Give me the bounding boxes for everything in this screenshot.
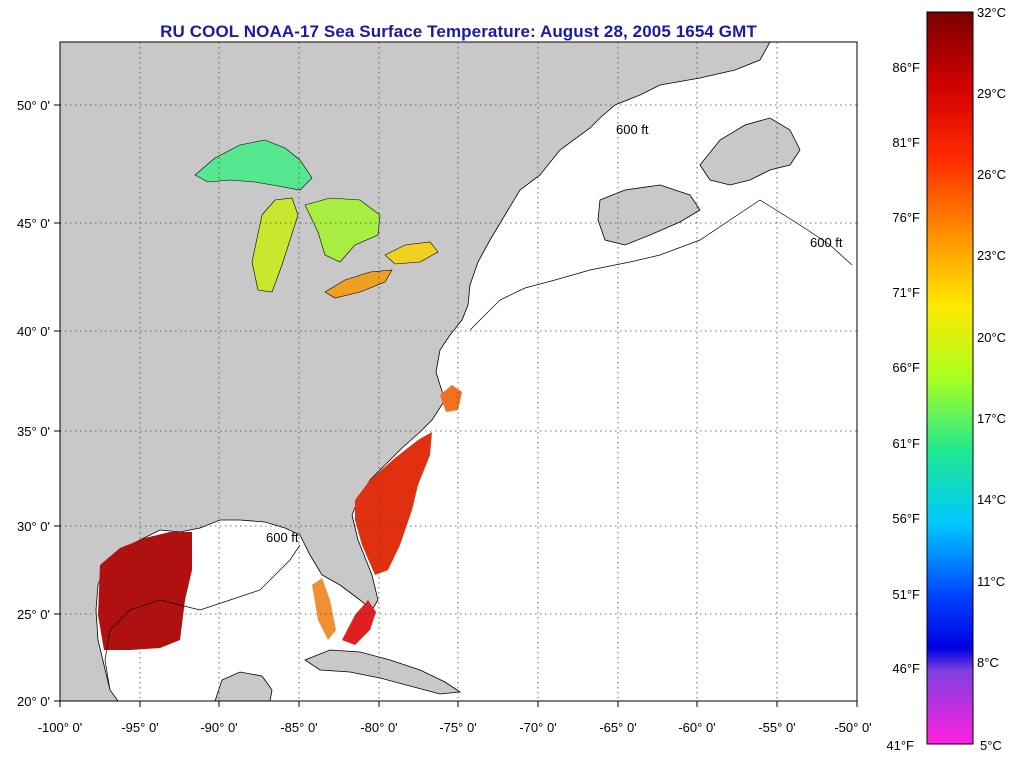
sst-atlantic-southeast	[355, 432, 432, 575]
sst-outer-banks	[440, 385, 462, 412]
cb-fahrenheit-label: 86°F	[892, 60, 920, 75]
lat-tick-label: 30° 0'	[17, 519, 50, 534]
land-yucatan	[214, 671, 273, 701]
cb-fahrenheit-label: 66°F	[892, 360, 920, 375]
lat-tick-label: 35° 0'	[17, 424, 50, 439]
cb-celsius-label: 11°C	[977, 574, 1005, 589]
cb-celsius-label: 26°C	[977, 167, 1006, 182]
cb-fahrenheit-label: 61°F	[892, 436, 920, 451]
cb-fahrenheit-label: 81°F	[892, 135, 920, 150]
cb-celsius-label: 17°C	[977, 411, 1006, 426]
lake-ontario	[384, 241, 439, 265]
land-nova-scotia	[597, 184, 701, 246]
cb-fahrenheit-label: 46°F	[892, 661, 920, 676]
cb-fahrenheit-label: 71°F	[892, 285, 920, 300]
sst-gulf-patch	[312, 578, 336, 640]
cb-fahrenheit-label: 56°F	[892, 511, 920, 526]
colorbar-fahrenheit-labels: 86°F 81°F 76°F 71°F 66°F 61°F 56°F 51°F …	[886, 60, 920, 753]
lon-tick-labels: -100° 0' -95° 0' -90° 0' -85° 0' -80° 0'…	[38, 720, 872, 735]
lon-tick-label: -90° 0'	[200, 720, 237, 735]
sst-gulf-west	[98, 532, 192, 650]
lon-tick-label: -75° 0'	[439, 720, 476, 735]
lon-tick-label: -65° 0'	[599, 720, 636, 735]
sst-florida-keys	[342, 600, 376, 645]
lon-tick-label: -55° 0'	[758, 720, 795, 735]
lon-tick-label: -95° 0'	[121, 720, 158, 735]
land-newfoundland	[699, 117, 801, 186]
lat-tick-label: 50° 0'	[17, 98, 50, 113]
cb-celsius-label: 5°C	[980, 738, 1002, 753]
lat-axis	[54, 104, 60, 702]
cb-celsius-label: 23°C	[977, 248, 1006, 263]
cb-celsius-label: 32°C	[977, 5, 1006, 20]
cb-celsius-label: 20°C	[977, 330, 1006, 345]
lat-tick-label: 25° 0'	[17, 607, 50, 622]
contour-600ft	[469, 199, 853, 331]
lon-tick-label: -70° 0'	[519, 720, 556, 735]
cb-fahrenheit-label: 41°F	[886, 738, 914, 753]
map-title: RU COOL NOAA-17 Sea Surface Temperature:…	[160, 22, 757, 41]
lon-axis	[59, 701, 858, 707]
cb-celsius-label: 8°C	[977, 655, 999, 670]
lon-tick-label: -85° 0'	[280, 720, 317, 735]
cb-fahrenheit-label: 51°F	[892, 587, 920, 602]
land-cuba	[304, 649, 462, 695]
lat-tick-labels: 20° 0' 25° 0' 30° 0' 35° 0' 40° 0' 45° 0…	[17, 98, 50, 709]
lat-tick-label: 40° 0'	[17, 324, 50, 339]
lake-erie	[324, 269, 393, 299]
lon-tick-label: -50° 0'	[834, 720, 871, 735]
contour-label-2: 600 ft	[266, 530, 299, 545]
colorbar	[926, 11, 974, 745]
contour-label-3: 600 ft	[810, 235, 843, 250]
contour-label-1: 600 ft	[616, 122, 649, 137]
lon-tick-label: -100° 0'	[38, 720, 83, 735]
cb-celsius-label: 29°C	[977, 86, 1006, 101]
lake-huron	[304, 197, 381, 263]
lat-tick-label: 45° 0'	[17, 216, 50, 231]
lon-tick-label: -60° 0'	[678, 720, 715, 735]
lon-tick-label: -80° 0'	[360, 720, 397, 735]
cb-fahrenheit-label: 76°F	[892, 210, 920, 225]
lake-superior	[194, 139, 313, 191]
cb-celsius-label: 14°C	[977, 492, 1006, 507]
contour-600ft-gulf	[104, 544, 301, 691]
colorbar-celsius-labels: 32°C 29°C 26°C 23°C 20°C 17°C 14°C 11°C …	[977, 5, 1006, 753]
lat-tick-label: 20° 0'	[17, 694, 50, 709]
lake-michigan	[251, 197, 299, 293]
